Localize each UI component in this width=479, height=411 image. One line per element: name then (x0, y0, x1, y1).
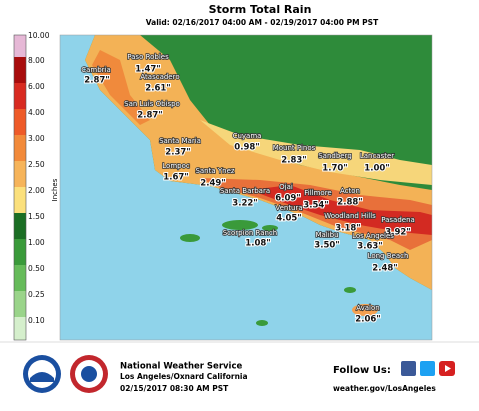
station-value: 2.49" (200, 179, 225, 189)
station-value: 2.37" (165, 148, 190, 158)
legend-label: 6.00 (28, 82, 45, 91)
station-value: 2.87" (137, 111, 162, 121)
nws-logo (70, 355, 108, 393)
station-name: Santa Maria (159, 137, 201, 145)
station-value: 2.48" (372, 264, 397, 274)
station-name: Avalon (356, 304, 379, 312)
noaa-logo (23, 355, 61, 393)
office: Los Angeles/Oxnard California (120, 372, 248, 381)
station-name: Acton (340, 187, 360, 195)
station-name: Ojai (279, 183, 293, 191)
station-value: 1.00" (364, 164, 389, 174)
legend (13, 34, 27, 341)
legend-label: 1.00 (28, 238, 45, 247)
station-name: Woodland Hills (324, 212, 376, 220)
station-name: Cuyama (233, 132, 262, 140)
legend-label: 2.50 (28, 160, 45, 169)
legend-label: 0.25 (28, 290, 45, 299)
station-name: Lancaster (360, 152, 394, 160)
station-name: Sandberg (318, 152, 352, 160)
station-name: San Luis Obispo (124, 100, 180, 108)
station-name: Santa Ynez (195, 167, 234, 175)
station-name: Scorpion Ranch (223, 229, 278, 237)
station-name: Fillmore (304, 189, 331, 197)
station-name: Santa Barbara (220, 187, 270, 195)
station-value: 1.08" (245, 239, 270, 249)
station-value: 3.22" (232, 199, 257, 209)
legend-label: 3.00 (28, 134, 45, 143)
station-value: 2.83" (281, 156, 306, 166)
legend-unit: Inches (51, 178, 59, 201)
station-value: 6.09" (275, 194, 300, 204)
station-name: Los Angeles (352, 232, 394, 240)
legend-label: 1.50 (28, 212, 45, 221)
station-value: 3.92" (385, 228, 410, 238)
station-value: 3.18" (335, 224, 360, 234)
legend-label: 10.00 (28, 31, 50, 40)
station-value: 3.63" (357, 242, 382, 252)
follow-us: Follow Us: (333, 365, 391, 376)
station-name: Lompoc (162, 162, 190, 170)
station-value: 3.54" (303, 201, 328, 211)
twitter-icon[interactable] (420, 361, 435, 376)
subtitle: Valid: 02/16/2017 04:00 AM - 02/19/2017 … (146, 18, 379, 27)
station-name: Paso Robles (127, 53, 169, 61)
station-value: 1.67" (163, 173, 188, 183)
station-name: Malibu (315, 231, 338, 239)
legend-label: 4.00 (28, 108, 45, 117)
station-name: Mount Pinos (273, 144, 316, 152)
station-name: Pasadena (381, 216, 415, 224)
station-name: Cambria (81, 66, 111, 74)
map (60, 35, 432, 340)
station-value: 2.87" (84, 76, 109, 86)
title: Storm Total Rain (209, 3, 312, 16)
legend-label: 0.10 (28, 316, 45, 325)
station-name: Atascadero (140, 73, 179, 81)
legend-label: 2.00 (28, 186, 45, 195)
station-value: 4.05" (276, 214, 301, 224)
legend-label: 8.00 (28, 56, 45, 65)
issued: 02/15/2017 08:30 AM PST (120, 384, 229, 393)
station-value: 2.61" (145, 84, 170, 94)
website[interactable]: weather.gov/LosAngeles (333, 384, 436, 393)
station-value: 2.06" (355, 315, 380, 325)
station-value: 3.50" (314, 241, 339, 251)
facebook-icon[interactable] (401, 361, 416, 376)
station-value: 1.47" (135, 65, 160, 75)
legend-label: 0.50 (28, 264, 45, 273)
station-value: 0.98" (234, 143, 259, 153)
agency: National Weather Service (120, 362, 243, 372)
station-value: 1.70" (322, 164, 347, 174)
station-name: Long Beach (368, 252, 409, 260)
station-name: Ventura (275, 204, 302, 212)
station-value: 2.88" (337, 198, 362, 208)
